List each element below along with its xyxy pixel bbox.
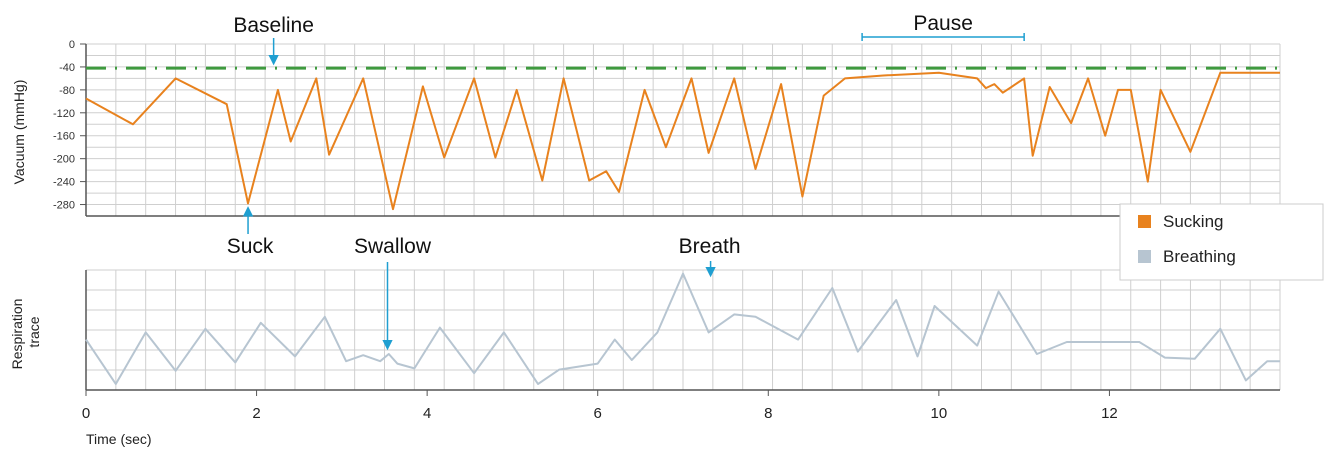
vacuum-y-tick-label: -240 <box>53 177 75 189</box>
legend-box <box>1119 203 1324 281</box>
swallow-annotation: Swallow <box>354 235 432 258</box>
vacuum-grid <box>85 43 1281 217</box>
legend-label-sucking: Sucking <box>1163 212 1223 231</box>
time-x-tick-label: 6 <box>594 405 602 422</box>
respiration-grid <box>85 269 1281 391</box>
sucking-series-line <box>85 71 1280 211</box>
breath-annotation: Breath <box>679 235 741 258</box>
suck-annotation: Suck <box>227 235 274 258</box>
legend-label-breathing: Breathing <box>1163 247 1236 266</box>
time-x-tick-label: 2 <box>252 405 260 422</box>
vacuum-y-tick-label: 0 <box>69 39 75 51</box>
respiration-y-label-line-2: trace <box>26 316 42 347</box>
time-x-tick-label: 0 <box>82 405 90 422</box>
vacuum-y-tick-label: -40 <box>59 62 75 74</box>
respiration-y-label-line-1: Respiration <box>9 299 25 370</box>
vacuum-y-tick-label: -200 <box>53 154 75 166</box>
breathing-series-line <box>85 272 1280 385</box>
legend-swatch-sucking <box>1138 215 1151 228</box>
legend-swatch-breathing <box>1138 250 1151 263</box>
vacuum-y-tick-label: -120 <box>53 108 75 120</box>
time-x-ticks: 0 2 4 6 8 10 12 <box>82 390 1118 422</box>
time-x-tick-label: 4 <box>423 405 431 422</box>
vacuum-y-tick-label: -160 <box>53 131 75 143</box>
time-x-tick-label: 12 <box>1101 405 1118 422</box>
vacuum-y-ticks: 0 -40 -80 -120 -160 -200 -240 -280 <box>53 39 86 212</box>
vacuum-y-tick-label: -280 <box>53 200 75 212</box>
time-x-tick-label: 10 <box>931 405 948 422</box>
time-x-tick-label: 8 <box>764 405 772 422</box>
baseline-annotation: Baseline <box>233 14 314 37</box>
pause-annotation: Pause <box>913 12 973 35</box>
vacuum-y-tick-label: -80 <box>59 85 75 97</box>
vacuum-y-axis-label: Vacuum (mmHg) <box>11 80 27 185</box>
legend: Sucking Breathing <box>1119 203 1324 281</box>
pause-bracket-icon <box>861 33 1025 41</box>
svg-text:Respiration trace: Respiration trace <box>9 295 42 370</box>
time-x-axis-label: Time (sec) <box>86 431 152 447</box>
